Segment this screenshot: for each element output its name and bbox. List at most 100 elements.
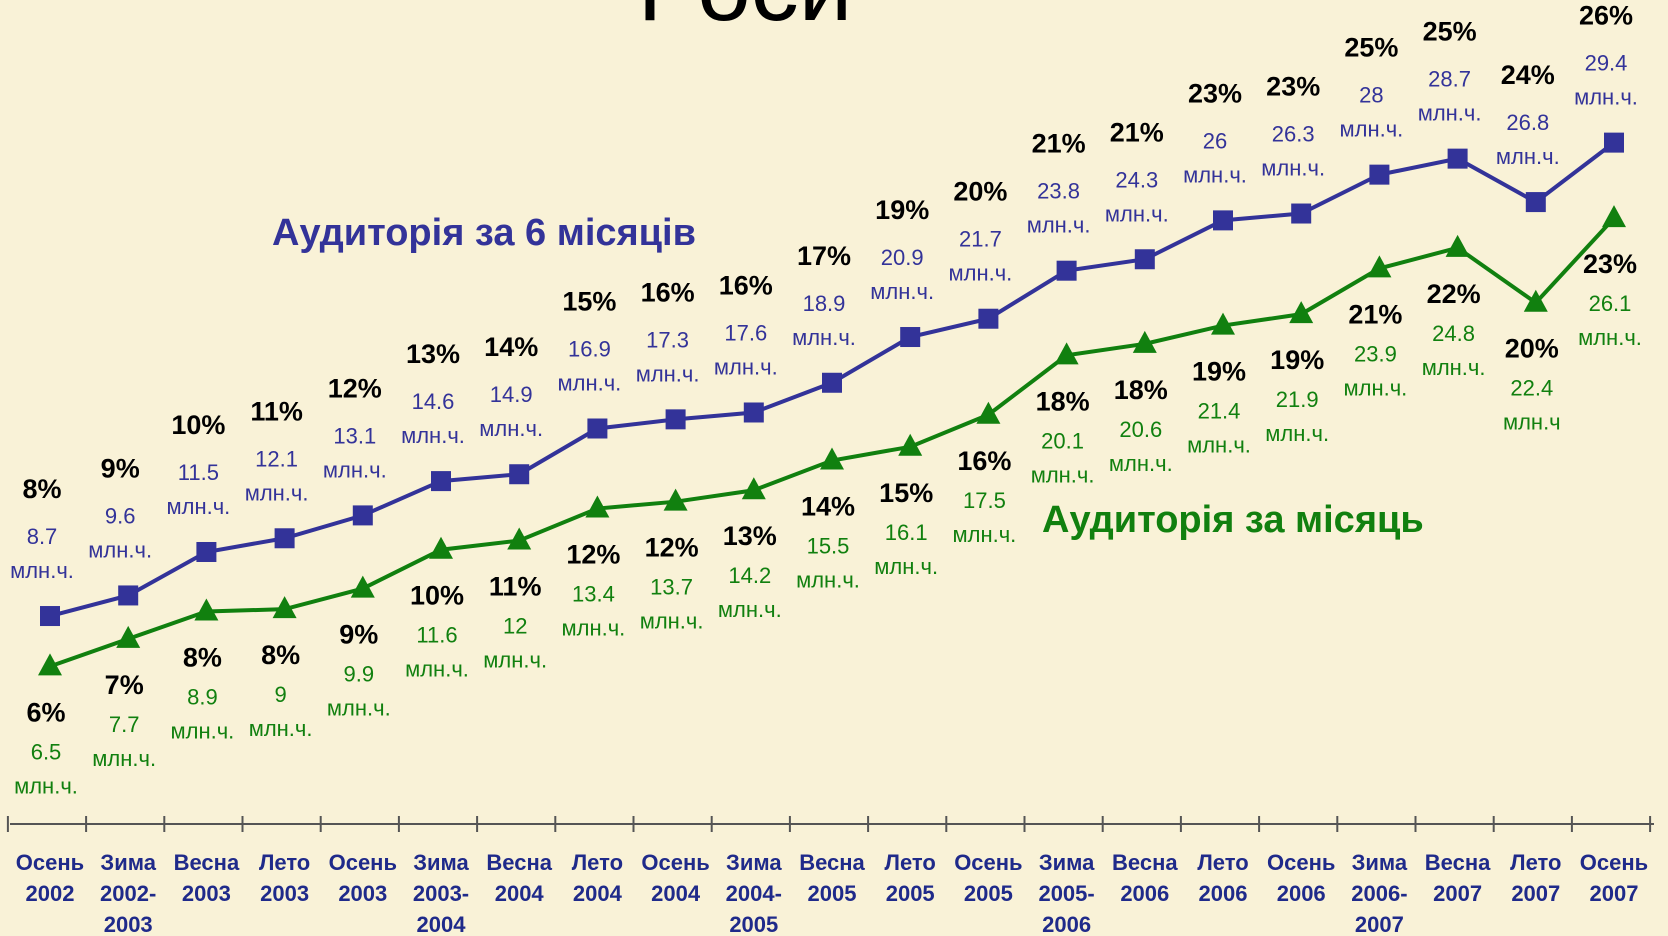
data-label: 13.4 млн.ч. (561, 582, 625, 641)
data-label: 23.9 млн.ч. (1343, 341, 1407, 400)
marker (431, 471, 451, 492)
x-tick-label: Зима 2004-2005 (726, 850, 783, 936)
marker (1604, 132, 1624, 153)
marker (194, 598, 219, 621)
share-label: 15% (879, 478, 933, 508)
marker (1211, 312, 1235, 335)
share-label: 10% (171, 410, 225, 440)
x-tick-label: Зима 2005-2006 (1038, 850, 1095, 936)
marker (743, 402, 764, 423)
share-label: 8% (22, 474, 61, 504)
data-label: 20.9 млн.ч. (870, 245, 934, 304)
data-label: 8.9 млн.ч. (170, 684, 234, 743)
data-label: 21.9 млн.ч. (1265, 387, 1329, 446)
share-label: 10% (410, 581, 464, 611)
data-label: 7.7 млн.ч. (92, 712, 156, 771)
marker (350, 575, 375, 598)
x-tick-label: Осень 2005 (954, 850, 1022, 906)
share-label: 26% (1579, 1, 1633, 31)
share-label: 12% (566, 540, 620, 570)
marker (663, 488, 688, 511)
share-label: 8% (261, 640, 300, 670)
share-label: 11% (250, 396, 303, 426)
x-tick-label: Весна 2007 (1425, 850, 1491, 906)
share-label: 23% (1583, 249, 1637, 279)
marker (665, 409, 686, 430)
share-label: 16% (719, 270, 773, 300)
marker (898, 433, 923, 456)
share-label: 9% (339, 620, 378, 650)
x-tick-label: Осень 2006 (1267, 850, 1335, 906)
marker (741, 477, 766, 500)
x-tick-label: Лето 2003 (259, 850, 310, 906)
marker (1602, 205, 1626, 228)
share-label: 25% (1423, 17, 1477, 47)
data-label: 14.6 млн.ч. (401, 389, 465, 448)
marker (352, 505, 373, 526)
share-label: 15% (562, 286, 616, 316)
data-label: 20.6 млн.ч. (1109, 417, 1173, 476)
data-label: 26.8 млн.ч. (1496, 110, 1560, 169)
share-label: 25% (1344, 33, 1398, 63)
share-label: 6% (26, 697, 65, 727)
x-tick-label: Весна 2005 (799, 850, 865, 906)
marker (1367, 255, 1392, 278)
share-label: 16% (641, 277, 695, 307)
x-tick-label: Лето 2006 (1197, 850, 1248, 906)
data-label: 17.5 млн.ч. (952, 488, 1016, 547)
share-label: 12% (645, 533, 699, 563)
data-label: 20.1 млн.ч. (1031, 428, 1095, 487)
marker (429, 536, 453, 559)
data-label: 28 млн.ч. (1339, 83, 1403, 142)
data-label: 13.7 млн.ч. (640, 575, 704, 634)
share-label: 9% (101, 453, 140, 483)
data-label: 23.8 млн.ч. (1027, 179, 1091, 238)
marker (978, 308, 999, 329)
marker (38, 653, 62, 676)
share-label: 12% (328, 373, 382, 403)
marker (272, 596, 297, 619)
data-label: 15.5 млн.ч. (796, 534, 860, 593)
share-label: 23% (1188, 78, 1242, 108)
marker (274, 528, 295, 549)
share-label: 14% (801, 492, 855, 522)
data-label: 9.6 млн.ч. (88, 503, 152, 562)
x-tick-label: Лето 2007 (1510, 850, 1561, 906)
marker (196, 541, 217, 562)
x-tick-label: Зима 2003-2004 (413, 850, 470, 936)
share-label: 7% (105, 670, 144, 700)
data-label: 11.6 млн.ч. (405, 623, 469, 682)
chart-title: Роси (638, 0, 853, 41)
data-label: 9.9 млн.ч. (327, 662, 391, 721)
share-label: 21% (1348, 299, 1402, 329)
marker (1369, 164, 1390, 185)
marker (1054, 342, 1079, 365)
marker (116, 625, 141, 648)
data-label: 13.1 млн.ч. (323, 423, 387, 482)
data-label: 6.5 млн.ч. (14, 739, 78, 798)
marker (1447, 148, 1468, 169)
data-label: 9 млн.ч. (249, 682, 313, 741)
x-tick-label: Лето 2004 (572, 850, 623, 906)
data-label: 16.9 млн.ч. (557, 336, 621, 395)
share-label: 18% (1036, 386, 1090, 416)
data-label: 21.7 млн.ч. (948, 227, 1012, 286)
marker (1056, 260, 1077, 281)
share-label: 21% (1110, 117, 1164, 147)
marker (1445, 234, 1470, 257)
x-tick-label: Лето 2005 (885, 850, 936, 906)
marker (820, 447, 844, 470)
marker (1132, 330, 1157, 353)
x-tick-label: Осень 2007 (1580, 850, 1648, 906)
marker (976, 401, 1001, 424)
marker (1134, 249, 1155, 270)
x-tick-label: Осень 2002 (16, 850, 84, 906)
share-label: 19% (1192, 357, 1246, 387)
x-tick-label: Осень 2004 (641, 850, 709, 906)
data-label: 16.1 млн.ч. (874, 520, 938, 579)
data-label: 18.9 млн.ч. (792, 291, 856, 350)
marker (40, 606, 60, 627)
share-label: 19% (875, 195, 929, 225)
share-label: 24% (1501, 60, 1555, 90)
